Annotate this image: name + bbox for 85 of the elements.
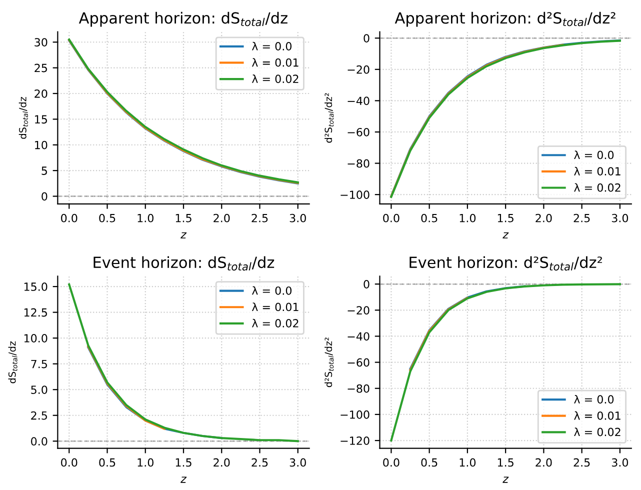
y-tick-label: −80 — [348, 384, 370, 393]
y-tick-label: 7.5 — [31, 360, 47, 368]
line-series — [390, 44, 564, 198]
y-axis-title: dS$_{total}$/dz — [18, 96, 28, 139]
x-tick-label: 2.5 — [252, 214, 268, 222]
x-axis-title: z — [180, 232, 187, 238]
x-tick-label: 0.0 — [61, 214, 78, 222]
line-series — [409, 285, 526, 370]
x-tick-label: 3.0 — [290, 458, 306, 467]
y-tick-label: −120 — [340, 436, 370, 445]
x-tick-label: 3.0 — [612, 214, 628, 222]
y-tick-label: −40 — [348, 332, 370, 341]
line-series — [87, 345, 166, 430]
line-series — [409, 296, 468, 372]
y-axis-title: d²S$_{total}$/dz² — [324, 338, 334, 388]
x-tick-label: 1.0 — [460, 214, 476, 222]
x-tick-label: 3.0 — [290, 214, 306, 222]
line-series — [68, 283, 299, 442]
x-tick-label: 2.5 — [574, 214, 590, 222]
x-axis-title: z — [180, 476, 187, 483]
y-tick-label: 5 — [42, 166, 47, 175]
legend-label: λ = 0.01 — [574, 411, 620, 420]
y-tick-label: 25 — [34, 64, 47, 72]
x-tick-label: 1.0 — [138, 458, 154, 467]
legend-label: λ = 0.01 — [252, 302, 298, 312]
y-axis-title: dS$_{total}$/dz — [8, 341, 18, 384]
y-tick-label: −100 — [340, 410, 370, 419]
x-tick-label: 1.0 — [460, 458, 476, 467]
y-tick-label: 0 — [364, 34, 370, 42]
x-axis-title: z — [502, 232, 509, 238]
y-tick-label: 0 — [364, 280, 370, 288]
y-tick-label: −60 — [348, 128, 370, 136]
y-tick-label: −40 — [348, 96, 370, 106]
y-tick-label: 5.0 — [31, 386, 48, 394]
x-tick-label: 0.0 — [61, 458, 78, 467]
y-tick-label: 0.0 — [31, 437, 48, 446]
x-tick-label: 1.5 — [176, 214, 192, 222]
legend-label: λ = 0.02 — [574, 428, 620, 436]
legend-label: λ = 0.0 — [574, 150, 614, 160]
legend-label: λ = 0.02 — [252, 74, 298, 84]
x-tick-label: 2.0 — [214, 458, 230, 467]
y-tick-label: 15 — [35, 115, 47, 124]
line-series — [390, 283, 621, 442]
x-tick-label: 2.5 — [252, 458, 268, 467]
legend-label: λ = 0.01 — [252, 58, 298, 67]
chart-title: Apparent horizon: dS$_{total}$/dz — [78, 12, 288, 27]
y-tick-label: 12.5 — [24, 308, 47, 317]
chart-title: Event horizon: d²S$_{total}$/dz² — [410, 256, 602, 271]
x-tick-label: 2.0 — [214, 214, 230, 222]
legend-label: λ = 0.02 — [574, 183, 620, 192]
y-tick-label: 30 — [34, 38, 48, 47]
x-tick-label: 1.5 — [176, 458, 192, 467]
x-tick-label: 3.0 — [612, 458, 628, 467]
legend-label: λ = 0.0 — [252, 286, 292, 295]
y-tick-label: −20 — [348, 306, 370, 315]
x-tick-label: 0.5 — [421, 214, 438, 222]
legend-label: λ = 0.0 — [252, 42, 292, 50]
y-tick-label: 0 — [42, 192, 48, 201]
y-tick-label: −20 — [348, 65, 370, 74]
y-tick-label: 20 — [34, 89, 48, 98]
y-tick-label: −60 — [348, 358, 370, 367]
x-tick-label: 1.5 — [498, 214, 514, 222]
x-tick-label: 1.0 — [138, 214, 154, 222]
y-tick-label: 10 — [35, 140, 48, 150]
chart-title: Apparent horizon: d²S$_{total}$/dz² — [394, 12, 616, 27]
x-tick-label: 0.5 — [421, 458, 438, 467]
x-tick-label: 1.5 — [498, 458, 514, 467]
x-tick-label: 0.5 — [99, 458, 116, 467]
legend-label: λ = 0.0 — [574, 394, 614, 404]
chart-title: Event horizon: dS$_{total}$/dz — [94, 256, 274, 271]
y-axis-title: d²S$_{total}$/dz² — [324, 93, 334, 143]
x-tick-label: 2.5 — [574, 458, 590, 467]
legend-label: λ = 0.01 — [574, 166, 620, 176]
y-tick-label: 10.0 — [24, 334, 48, 342]
x-tick-label: 2.0 — [536, 458, 552, 467]
x-tick-label: 0.0 — [383, 458, 400, 467]
legend-label: λ = 0.02 — [252, 318, 298, 328]
x-axis-title: z — [502, 476, 509, 483]
y-tick-label: 2.5 — [31, 411, 47, 420]
y-tick-label: 15.0 — [24, 282, 48, 291]
y-tick-label: −100 — [340, 190, 370, 199]
x-tick-label: 0.5 — [99, 214, 116, 222]
y-tick-label: −80 — [348, 159, 370, 168]
x-tick-label: 0.0 — [383, 214, 400, 222]
x-tick-label: 2.0 — [536, 214, 552, 222]
